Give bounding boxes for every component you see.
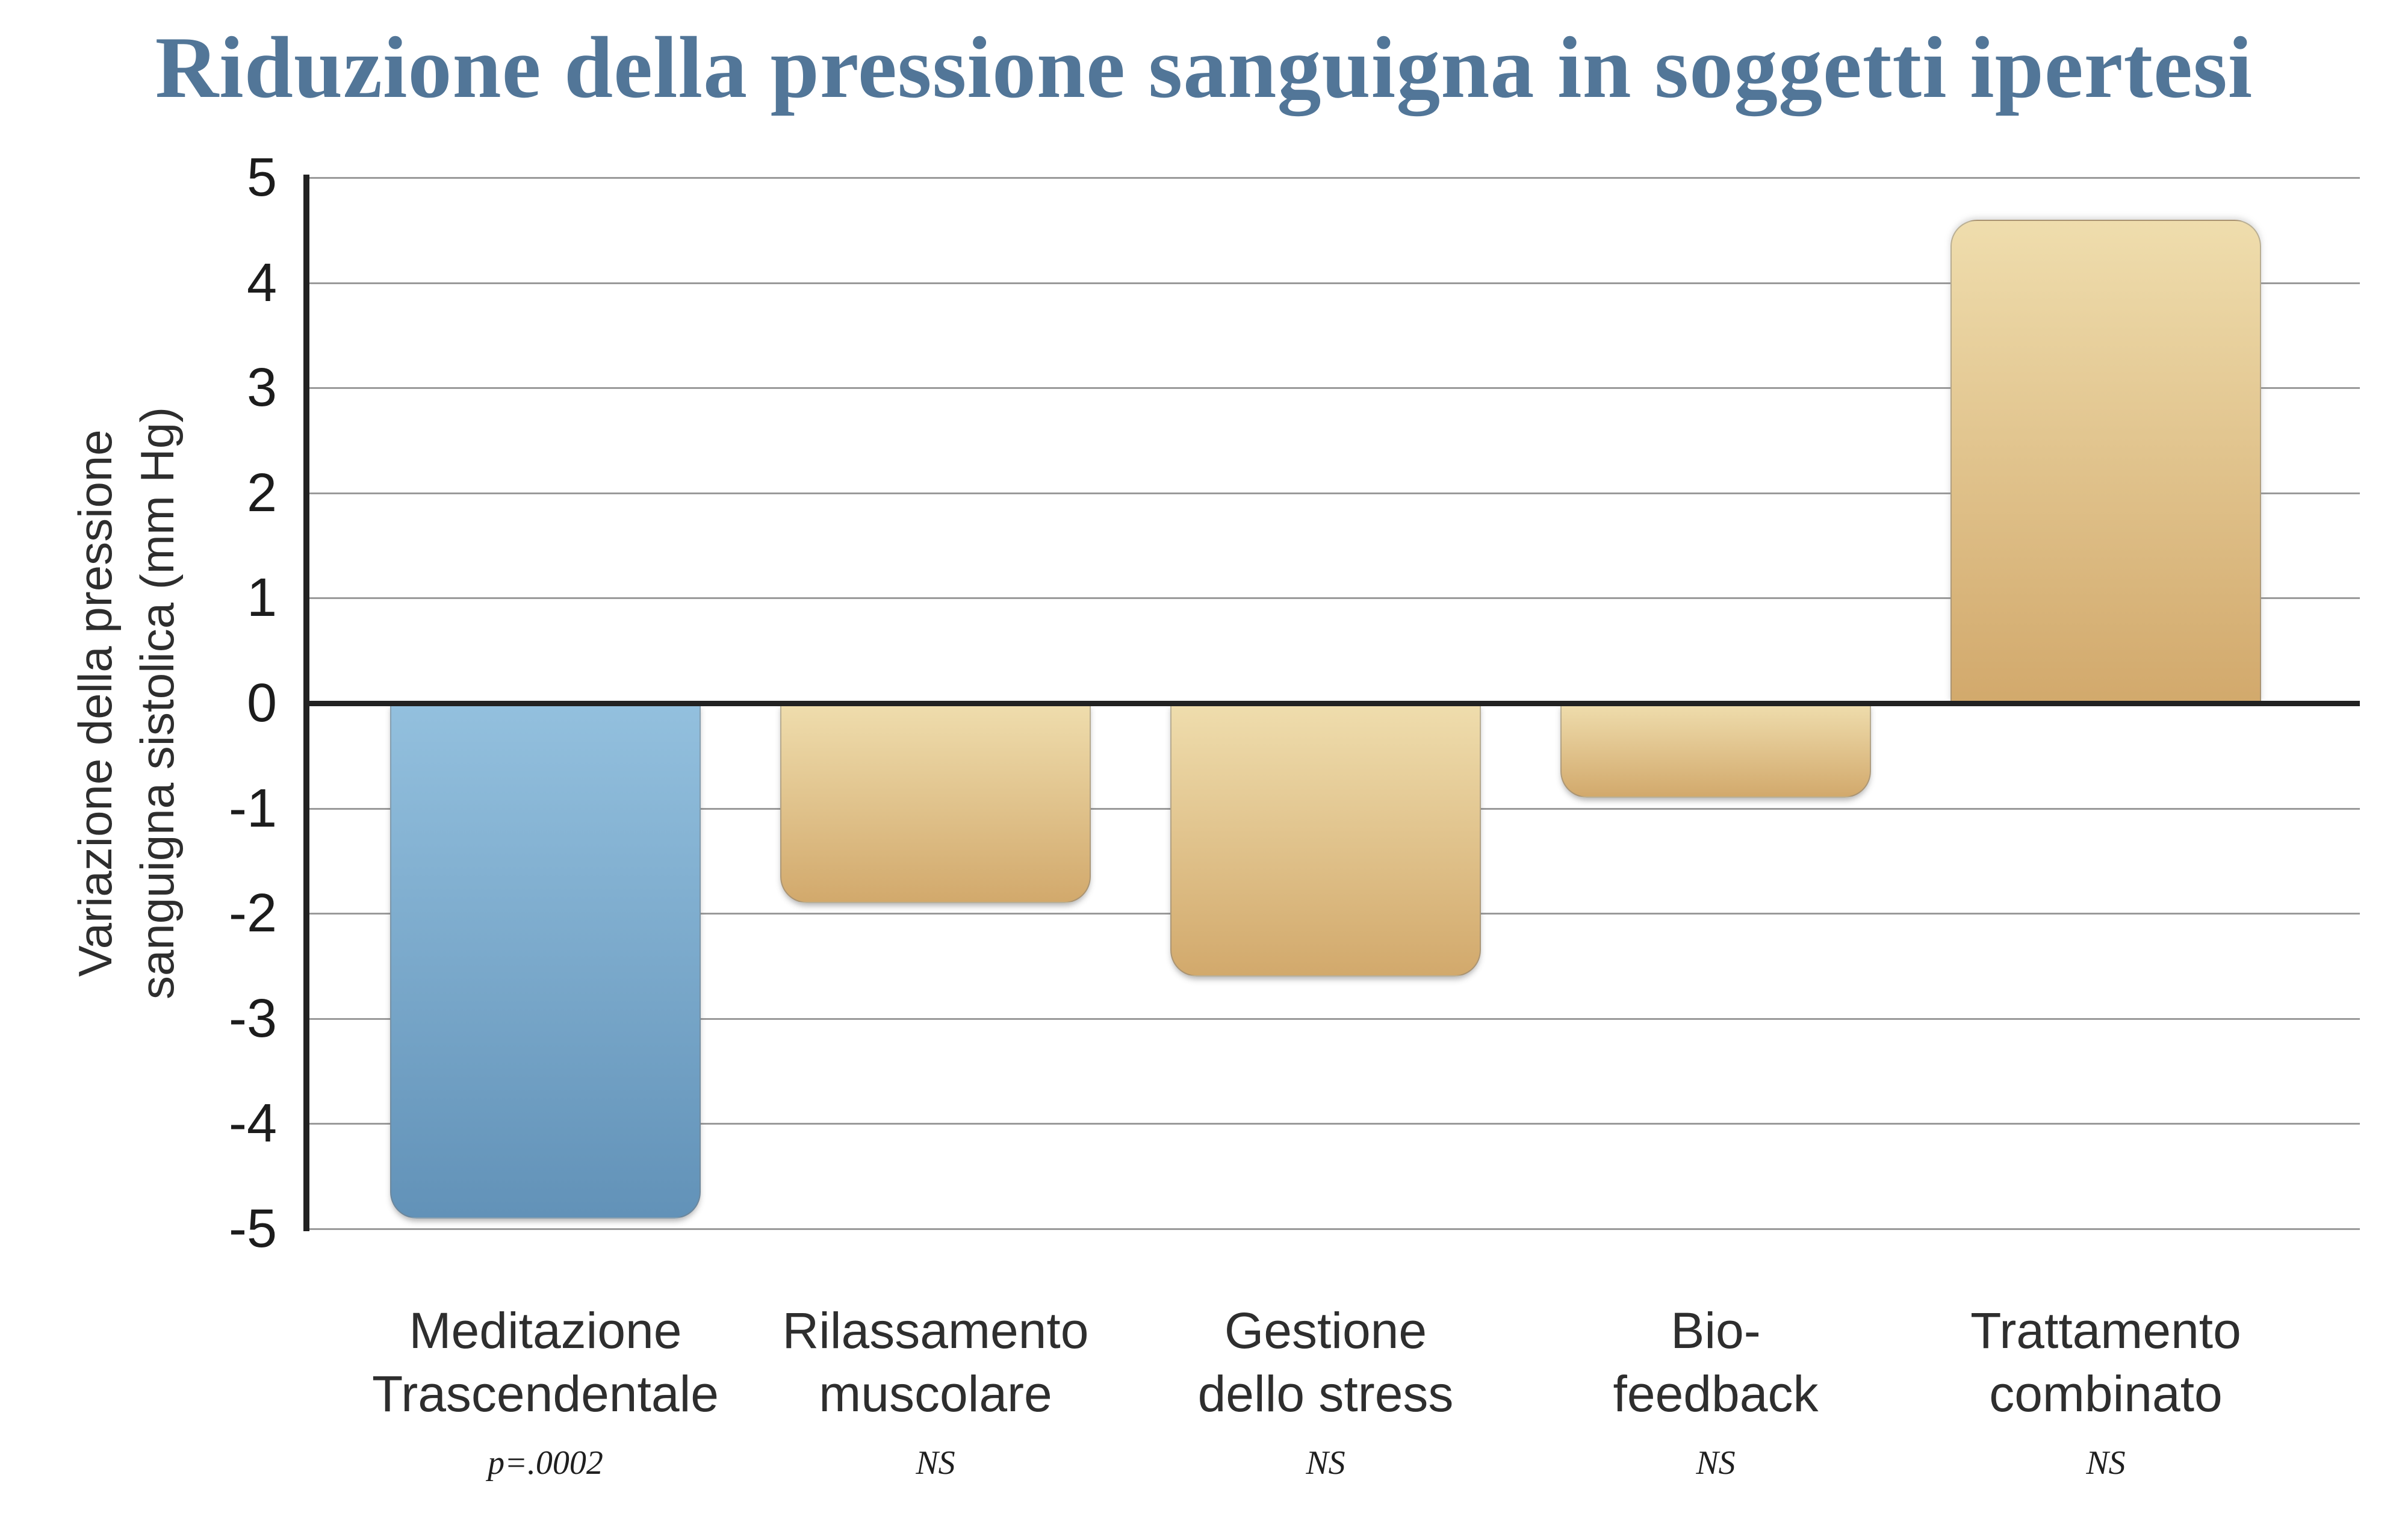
category-label-line: dello stress — [1197, 1365, 1454, 1422]
y-tick-label: -5 — [228, 1199, 277, 1259]
y-tick-label: 4 — [246, 252, 277, 313]
category-label-line: Rilassamento — [782, 1302, 1089, 1359]
gridline — [307, 1228, 2360, 1230]
category-label-line: Trascendentale — [372, 1365, 719, 1422]
category-label-line: Trattamento — [1970, 1302, 2241, 1359]
bar-meditazionetrascendentale — [390, 703, 701, 1219]
y-tick-label: -2 — [228, 883, 277, 944]
bar-trattamentocombinato — [1950, 219, 2261, 703]
y-tick-label: 5 — [246, 148, 277, 208]
significance-label: p=.0002 — [488, 1444, 603, 1482]
significance-label: NS — [916, 1444, 955, 1482]
gridline — [307, 1017, 2360, 1020]
chart-title: Riduzione della pressione sanguigna in s… — [155, 19, 2253, 116]
category-label-line: muscolare — [819, 1365, 1052, 1422]
bar-bio-feedback — [1560, 703, 1871, 798]
category-label: Meditazione Trascendentale — [347, 1299, 744, 1426]
gridline — [307, 177, 2360, 179]
bar-gestionedello-stress — [1170, 703, 1481, 977]
y-tick-label: -4 — [228, 1093, 277, 1154]
gridline — [307, 597, 2360, 600]
y-axis-line — [303, 175, 309, 1231]
category-label: Rilassamento muscolare — [737, 1299, 1134, 1426]
category-label-line: Meditazione — [409, 1302, 682, 1359]
y-tick-label: -1 — [228, 778, 277, 839]
y-tick-label: 1 — [246, 568, 277, 629]
category-label: Trattamento combinato — [1907, 1299, 2304, 1426]
y-tick-label: -3 — [228, 988, 277, 1049]
category-label-line: Gestione — [1224, 1302, 1427, 1359]
y-tick-label: 3 — [246, 358, 277, 418]
gridline — [307, 1123, 2360, 1125]
significance-label: NS — [1696, 1444, 1736, 1482]
bar-rilassamentomuscolare — [780, 703, 1091, 903]
y-tick-label: 2 — [246, 462, 277, 523]
category-label-line: feedback — [1613, 1365, 1819, 1422]
significance-label: NS — [1306, 1444, 1345, 1482]
category-label-line: Bio- — [1671, 1302, 1761, 1359]
category-label-line: combinato — [1989, 1365, 2223, 1422]
significance-label: NS — [2086, 1444, 2126, 1482]
gridline — [307, 282, 2360, 284]
gridline — [307, 492, 2360, 494]
category-label: Bio-feedback — [1517, 1299, 1914, 1426]
y-tick-label: 0 — [246, 673, 277, 733]
gridline — [307, 387, 2360, 390]
zero-baseline — [307, 701, 2360, 706]
category-label: Gestione dello stress — [1127, 1299, 1524, 1426]
